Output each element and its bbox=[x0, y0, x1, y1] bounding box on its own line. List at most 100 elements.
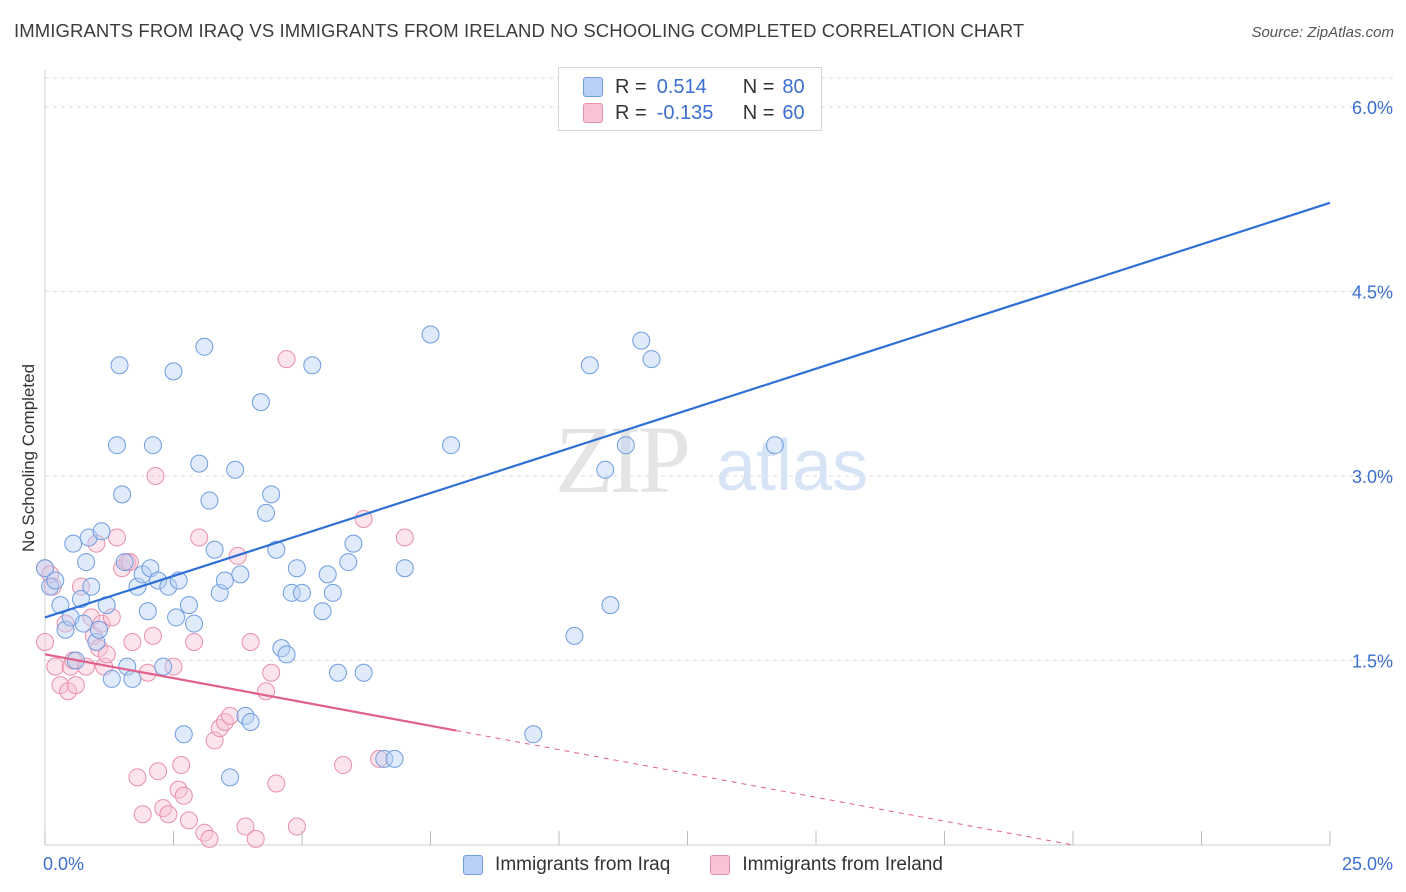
source-label: Source: ZipAtlas.com bbox=[1251, 24, 1394, 41]
ireland-point bbox=[287, 817, 306, 836]
ireland-point bbox=[159, 805, 178, 824]
iraq-point bbox=[287, 559, 306, 578]
iraq-point bbox=[354, 663, 373, 682]
legend-n-label-iraq: N = bbox=[742, 75, 775, 98]
ireland-legend-swatch bbox=[710, 855, 731, 875]
iraq-point bbox=[195, 337, 214, 356]
iraq-point bbox=[765, 436, 784, 455]
iraq-point bbox=[267, 540, 286, 559]
iraq-point bbox=[200, 491, 219, 510]
legend-n-value-iraq: 80 bbox=[782, 75, 805, 98]
legend-r-label-ireland: R = bbox=[615, 101, 647, 124]
ireland-point bbox=[36, 633, 54, 652]
axes bbox=[44, 70, 1331, 846]
iraq-point bbox=[241, 712, 260, 731]
ireland-point bbox=[133, 805, 152, 824]
iraq-point bbox=[565, 626, 584, 645]
iraq-point bbox=[215, 571, 234, 590]
series-legend: Immigrants from Iraq Immigrants from Ire… bbox=[0, 852, 1406, 878]
iraq-point bbox=[64, 534, 83, 553]
iraq-point bbox=[375, 749, 394, 768]
y-axis-label: No Schooling Completed bbox=[19, 364, 38, 552]
iraq-trend-line bbox=[44, 201, 1331, 619]
legend-r-value-ireland: -0.135 bbox=[656, 101, 714, 124]
iraq-point bbox=[442, 436, 461, 455]
watermark-atlas: atlas bbox=[716, 426, 868, 506]
iraq-point bbox=[328, 663, 347, 682]
watermark: ZIP atlas bbox=[555, 406, 868, 513]
ireland-point bbox=[185, 633, 204, 652]
iraq-point bbox=[74, 614, 93, 633]
iraq-point bbox=[277, 645, 296, 664]
iraq-point bbox=[46, 571, 65, 590]
tick-labels: 1.5% 3.0% 4.5% 6.0% 0.0% 25.0% bbox=[43, 98, 1393, 874]
iraq-swatch bbox=[583, 77, 603, 97]
iraq-point bbox=[251, 393, 270, 412]
iraq-point bbox=[580, 356, 599, 375]
iraq-point bbox=[185, 614, 204, 633]
iraq-point bbox=[596, 460, 615, 479]
ireland-point bbox=[120, 553, 139, 572]
iraq-point bbox=[385, 749, 404, 768]
iraq-point bbox=[102, 669, 121, 688]
y-tick-label: 6.0% bbox=[1352, 98, 1393, 118]
iraq-point bbox=[110, 356, 129, 375]
iraq-point bbox=[616, 436, 635, 455]
iraq-point bbox=[123, 669, 142, 688]
y-tick-label: 4.5% bbox=[1352, 282, 1393, 302]
iraq-point bbox=[138, 602, 157, 621]
legend-item-ireland[interactable]: Immigrants from Ireland bbox=[710, 854, 943, 876]
ireland-point bbox=[71, 577, 90, 596]
iraq-point bbox=[282, 583, 301, 602]
iraq-point bbox=[323, 583, 342, 602]
ireland-point bbox=[267, 774, 286, 793]
iraq-point bbox=[143, 436, 162, 455]
ireland-point bbox=[395, 528, 414, 547]
iraq-point bbox=[113, 485, 132, 504]
ireland-point bbox=[241, 633, 260, 652]
iraq-point bbox=[231, 565, 250, 584]
iraq-point bbox=[303, 356, 322, 375]
x-tick-label: 25.0% bbox=[1342, 854, 1393, 874]
iraq-point bbox=[92, 522, 111, 541]
iraq-point bbox=[190, 454, 209, 473]
ireland-point bbox=[146, 466, 165, 485]
iraq-point bbox=[339, 553, 358, 572]
iraq-series-points bbox=[36, 325, 784, 787]
iraq-point bbox=[257, 503, 276, 522]
iraq-point bbox=[632, 331, 651, 350]
iraq-point bbox=[164, 362, 183, 381]
legend-row-ireland: R = -0.135 N = 60 bbox=[583, 100, 805, 126]
ireland-legend-label: Immigrants from Ireland bbox=[742, 854, 943, 875]
iraq-point bbox=[601, 596, 620, 615]
x-tick-label: 0.0% bbox=[43, 854, 84, 874]
ireland-trend-line bbox=[44, 653, 457, 732]
iraq-legend-label: Immigrants from Iraq bbox=[495, 854, 671, 875]
iraq-legend-swatch bbox=[463, 855, 484, 875]
trend-lines bbox=[44, 201, 1331, 846]
iraq-point bbox=[71, 589, 90, 608]
ireland-trend-extension bbox=[456, 730, 1074, 846]
y-tick-label: 3.0% bbox=[1352, 467, 1393, 487]
y-tick-label: 1.5% bbox=[1352, 651, 1393, 671]
ireland-series-points bbox=[36, 350, 414, 848]
ireland-point bbox=[107, 528, 126, 547]
legend-row-iraq: R = 0.514 N = 80 bbox=[583, 74, 805, 100]
iraq-point bbox=[421, 325, 440, 344]
ireland-point bbox=[164, 657, 183, 676]
iraq-point bbox=[293, 583, 311, 602]
iraq-point bbox=[115, 553, 134, 572]
iraq-point bbox=[77, 553, 96, 572]
iraq-point bbox=[89, 620, 108, 639]
iraq-point bbox=[167, 608, 186, 627]
iraq-point bbox=[205, 540, 224, 559]
iraq-point bbox=[395, 559, 414, 578]
ireland-point bbox=[200, 829, 219, 848]
iraq-point bbox=[318, 565, 337, 584]
legend-n-value-ireland: 60 bbox=[782, 101, 805, 124]
iraq-point bbox=[82, 577, 101, 596]
iraq-point bbox=[107, 436, 126, 455]
ireland-point bbox=[221, 706, 240, 725]
legend-item-iraq[interactable]: Immigrants from Iraq bbox=[463, 854, 670, 876]
